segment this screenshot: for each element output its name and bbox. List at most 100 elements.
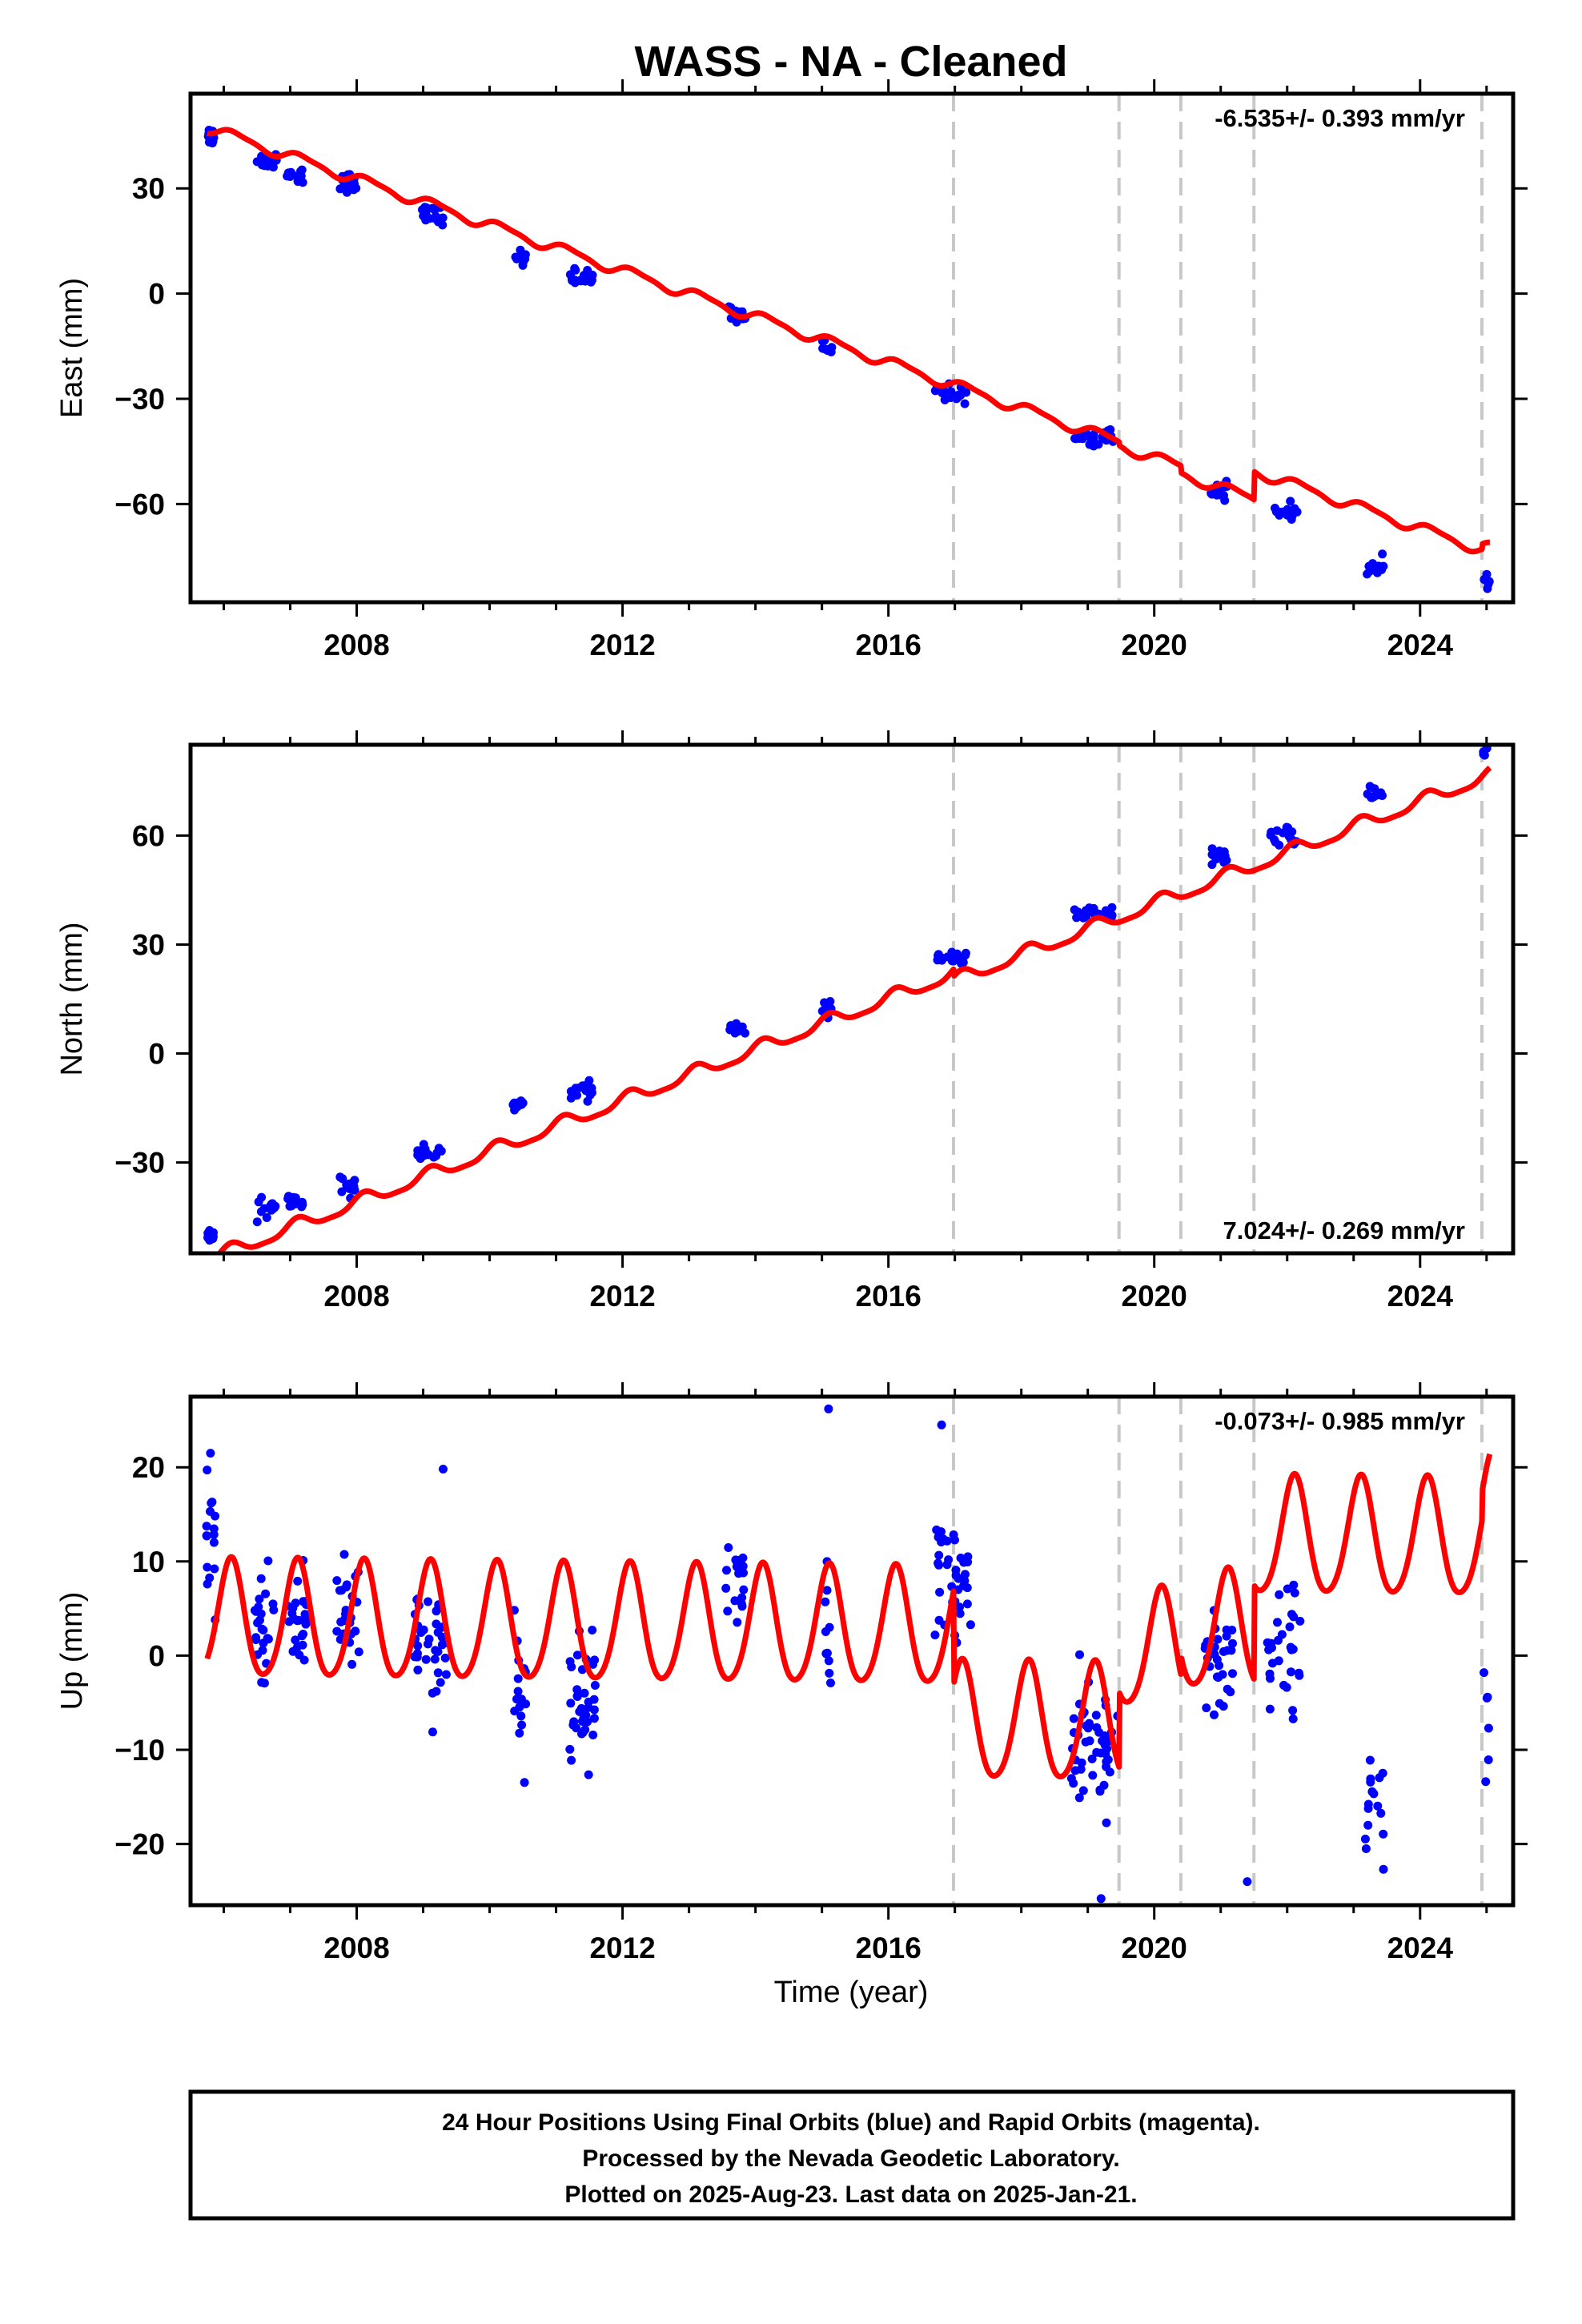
footer-line-1: 24 Hour Positions Using Final Orbits (bl…: [442, 2109, 1260, 2136]
up-point-212: [825, 1668, 834, 1678]
up-point-141: [513, 1687, 523, 1696]
north-y-tick-label-3: 60: [132, 819, 165, 852]
up-point-385: [1484, 1723, 1493, 1733]
up-point-295: [1066, 1774, 1076, 1783]
footer-line-2: Processed by the Nevada Geodetic Laborat…: [582, 2145, 1119, 2172]
up-point-375: [1378, 1768, 1387, 1778]
up-point-196: [737, 1602, 747, 1611]
up-point-84: [354, 1647, 363, 1657]
up-point-15: [202, 1531, 211, 1541]
up-point-239: [955, 1609, 965, 1618]
up-frame: [188, 1394, 1516, 1908]
east-point-73: [422, 203, 432, 212]
up-x-tick-label-2020: 2020: [1122, 1932, 1187, 1964]
up-point-238: [962, 1599, 972, 1609]
up-point-128: [436, 1678, 445, 1687]
east-point-193: [1288, 508, 1297, 517]
up-point-86: [342, 1580, 351, 1590]
up-point-374: [1363, 1820, 1373, 1830]
east-point-21: [252, 157, 262, 167]
up-point-152: [589, 1705, 599, 1715]
north-point-159: [1089, 903, 1098, 913]
up-point-181: [584, 1697, 593, 1707]
east-point-121: [818, 344, 828, 353]
north-rate-label: 7.024+/- 0.269 mm/yr: [1223, 1216, 1465, 1244]
north-x-tick-label-2008: 2008: [323, 1280, 389, 1313]
up-y-tick-label-2: 0: [148, 1639, 165, 1672]
up-point-194: [724, 1543, 733, 1552]
up-point-156: [584, 1770, 593, 1779]
up-point-325: [1226, 1687, 1235, 1697]
north-point-111: [735, 1026, 745, 1035]
footer-line-3: Plotted on 2025-Aug-23. Last data on 202…: [564, 2181, 1137, 2208]
up-point-388: [439, 1465, 448, 1474]
up-point-34: [251, 1633, 261, 1642]
east-point-205: [1377, 563, 1387, 572]
north-point-52: [350, 1185, 359, 1195]
east-point-74: [420, 210, 429, 219]
up-point-185: [576, 1703, 586, 1713]
up-point-286: [1069, 1714, 1078, 1723]
up-point-135: [516, 1711, 526, 1721]
north-point-21: [266, 1200, 275, 1210]
up-point-241: [951, 1570, 961, 1580]
up-point-159: [589, 1714, 599, 1723]
north-y-tick-label-0: −30: [114, 1147, 165, 1180]
up-point-31: [253, 1618, 263, 1627]
up-point-386: [824, 1404, 833, 1413]
east-point-184: [1286, 497, 1295, 506]
up-point-246: [958, 1574, 968, 1584]
up-point-273: [1102, 1818, 1111, 1827]
up-point-121: [424, 1597, 433, 1606]
north-point-136: [934, 951, 943, 960]
up-point-16: [263, 1556, 273, 1566]
up-point-207: [826, 1679, 835, 1687]
up-point-123: [432, 1687, 441, 1696]
up-model-curve: [204, 1453, 1493, 1779]
north-x-tick-label-2020: 2020: [1122, 1280, 1187, 1313]
up-rate-label: -0.073+/- 0.985 mm/yr: [1215, 1407, 1465, 1435]
north-point-96: [572, 1091, 582, 1100]
up-point-372: [1373, 1801, 1383, 1811]
up-point-103: [421, 1655, 431, 1664]
up-point-32: [257, 1624, 267, 1634]
up-point-199: [723, 1606, 733, 1616]
up-point-292: [1094, 1727, 1104, 1737]
up-point-379: [1379, 1864, 1388, 1874]
up-point-176: [565, 1744, 575, 1754]
north-point-201: [1363, 790, 1372, 798]
up-point-172: [572, 1651, 582, 1660]
up-point-327: [1215, 1699, 1224, 1708]
up-point-96: [433, 1668, 443, 1678]
up-point-348: [1285, 1622, 1295, 1631]
up-point-66: [295, 1651, 304, 1660]
up-point-253: [949, 1530, 958, 1539]
east-point-39: [296, 167, 305, 176]
up-point-244: [944, 1555, 954, 1565]
up-point-226: [935, 1587, 945, 1597]
up-point-147: [515, 1728, 524, 1738]
up-point-65: [301, 1619, 311, 1629]
up-point-200: [739, 1568, 748, 1578]
up-panel: 2008 2012 2016 2020 2024 −20 −10 0 10 20 Up (mm) -0…: [55, 1382, 1528, 1964]
up-point-347: [1274, 1656, 1283, 1666]
east-x-tick-label-2024: 2024: [1387, 629, 1454, 661]
up-point-132: [424, 1634, 434, 1644]
up-point-291: [1091, 1711, 1101, 1720]
up-point-299: [1075, 1650, 1084, 1659]
up-point-358: [1273, 1618, 1282, 1627]
north-point-199: [1376, 790, 1386, 799]
up-point-281: [1095, 1787, 1105, 1796]
up-point-204: [821, 1597, 830, 1606]
up-y-tick-label-1: −10: [114, 1734, 165, 1767]
east-point-52: [342, 187, 351, 197]
x-axis-label: Time (year): [774, 1976, 929, 2009]
up-point-376: [1366, 1777, 1375, 1787]
north-y-tick-label-2: 30: [132, 928, 165, 961]
east-point-103: [571, 265, 580, 275]
north-model-curve: [215, 765, 1492, 1253]
up-point-363: [1274, 1635, 1283, 1645]
east-point-72: [438, 220, 448, 230]
east-x-tick-label-2020: 2020: [1122, 629, 1187, 661]
north-point-110: [732, 1019, 741, 1028]
